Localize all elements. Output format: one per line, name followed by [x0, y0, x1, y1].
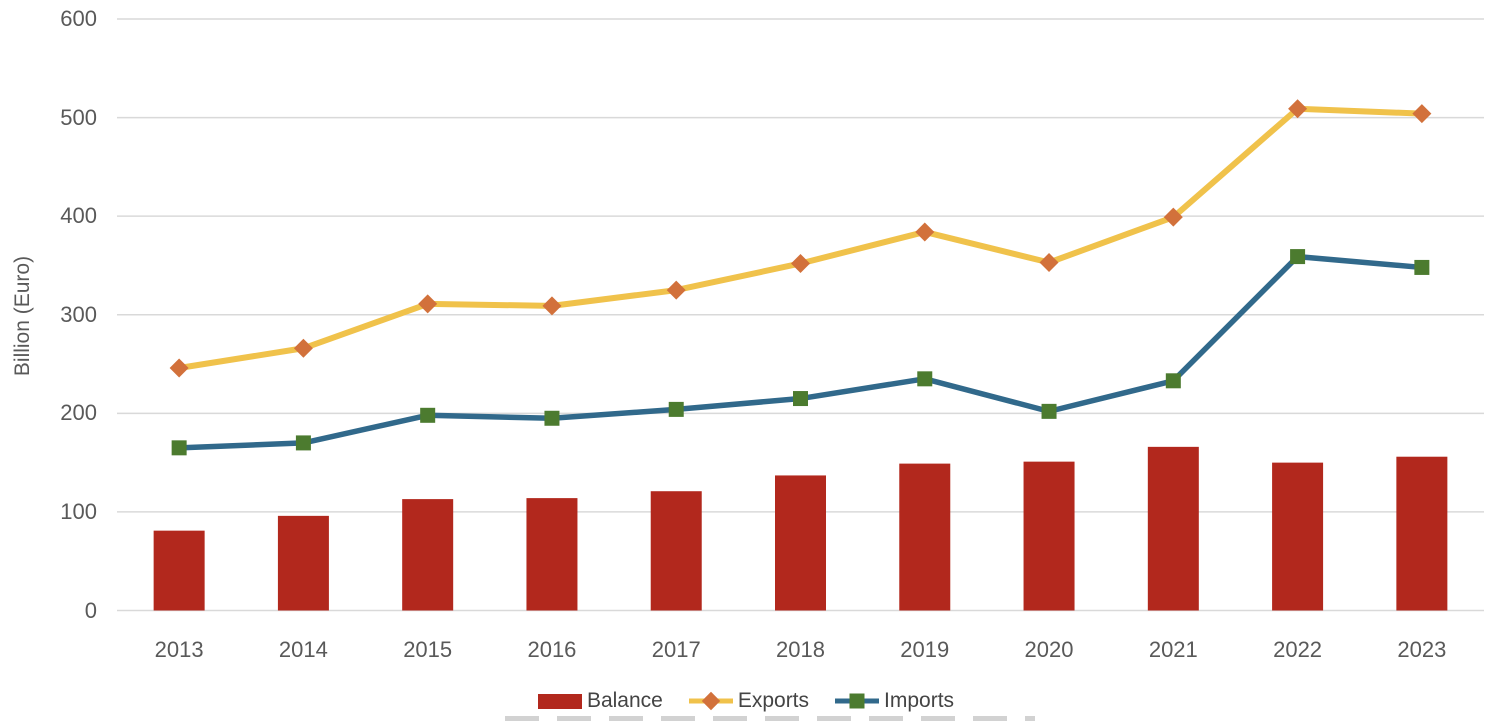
- balance-bar-2021: [1147, 446, 1199, 611]
- legend-item-balance: Balance: [537, 688, 663, 714]
- imports-square-marker-2022: [1290, 249, 1306, 265]
- imports-square-marker-2019: [917, 371, 933, 387]
- exports-diamond-marker-2022: [1288, 99, 1308, 119]
- y-tick-label-600: 600: [60, 6, 97, 31]
- x-label-2019: 2019: [900, 637, 950, 662]
- x-label-2022: 2022: [1273, 637, 1323, 662]
- y-tick-label-300: 300: [60, 301, 97, 327]
- legend-label-imports: Imports: [884, 689, 955, 712]
- exports-line-swatch-icon: [688, 691, 733, 711]
- imports-line: [179, 253, 1423, 451]
- imports-square-marker-2015: [420, 407, 436, 423]
- balance-bar-2023: [1396, 456, 1448, 611]
- imports-square-marker-2023: [1414, 259, 1430, 275]
- x-label-2015: 2015: [403, 637, 453, 662]
- exports-diamond-marker-2014: [293, 338, 313, 358]
- balance-bar-2019: [899, 463, 951, 611]
- exports-diamond-marker-2015: [418, 294, 438, 314]
- legend-item-exports: Exports: [688, 688, 810, 714]
- imports-square-marker-2020: [1041, 403, 1057, 419]
- square-marker-icon: [849, 693, 865, 709]
- x-label-2017: 2017: [651, 637, 701, 662]
- balance-bar-2013: [153, 530, 205, 611]
- legend-label-exports: Exports: [737, 689, 810, 712]
- exports-diamond-marker-2016: [542, 296, 562, 316]
- exports-diamond-marker-2013: [169, 358, 189, 378]
- y-tick-label-0: 0: [84, 597, 97, 623]
- x-label-2013: 2013: [154, 637, 204, 662]
- balance-bar-2018: [775, 475, 826, 611]
- y-tick-label-500: 500: [60, 104, 97, 130]
- y-tick-label-400: 400: [60, 203, 97, 229]
- balance-bar-2016: [526, 498, 578, 611]
- imports-square-marker-2018: [793, 391, 808, 407]
- imports-square-marker-2013: [171, 440, 187, 456]
- balance-bar-2014: [277, 515, 329, 611]
- imports-line-swatch-icon: [835, 692, 880, 710]
- legend-label-balance: Balance: [586, 689, 663, 712]
- balance-bar-swatch-icon: [537, 693, 582, 709]
- imports-square-marker-2021: [1165, 373, 1181, 389]
- exports-line: [178, 105, 1422, 371]
- imports-square-marker-2016: [544, 410, 560, 426]
- exports-diamond-marker-2020: [1039, 253, 1059, 273]
- x-label-2020: 2020: [1024, 637, 1074, 662]
- imports-square-marker-2014: [295, 435, 311, 451]
- legend: Balance Exports Imports: [0, 688, 1492, 714]
- balance-bar-2022: [1272, 462, 1324, 611]
- x-label-2014: 2014: [278, 637, 328, 662]
- diamond-marker-icon: [701, 691, 721, 711]
- exports-diamond-marker-2023: [1412, 104, 1432, 124]
- x-label-2021: 2021: [1148, 637, 1198, 662]
- exports-diamond-marker-2021: [1163, 207, 1183, 227]
- balance-bar-2020: [1023, 461, 1075, 611]
- y-axis-title: Billion (Euro): [11, 255, 34, 377]
- exports-diamond-marker-2019: [915, 222, 935, 242]
- exports-diamond-marker-2017: [666, 280, 686, 300]
- cut-off-text-artifact: [505, 716, 1035, 721]
- imports-square-marker-2017: [668, 401, 684, 417]
- y-tick-label-100: 100: [60, 498, 97, 524]
- x-label-2023: 2023: [1397, 637, 1447, 662]
- balance-bar-2017: [650, 491, 702, 611]
- balance-bar-2015: [402, 499, 454, 611]
- y-tick-label-200: 200: [60, 400, 97, 426]
- x-label-2018: 2018: [776, 637, 825, 662]
- exports-diamond-marker-2018: [791, 253, 810, 273]
- legend-item-imports: Imports: [835, 688, 954, 714]
- x-label-2016: 2016: [527, 637, 577, 662]
